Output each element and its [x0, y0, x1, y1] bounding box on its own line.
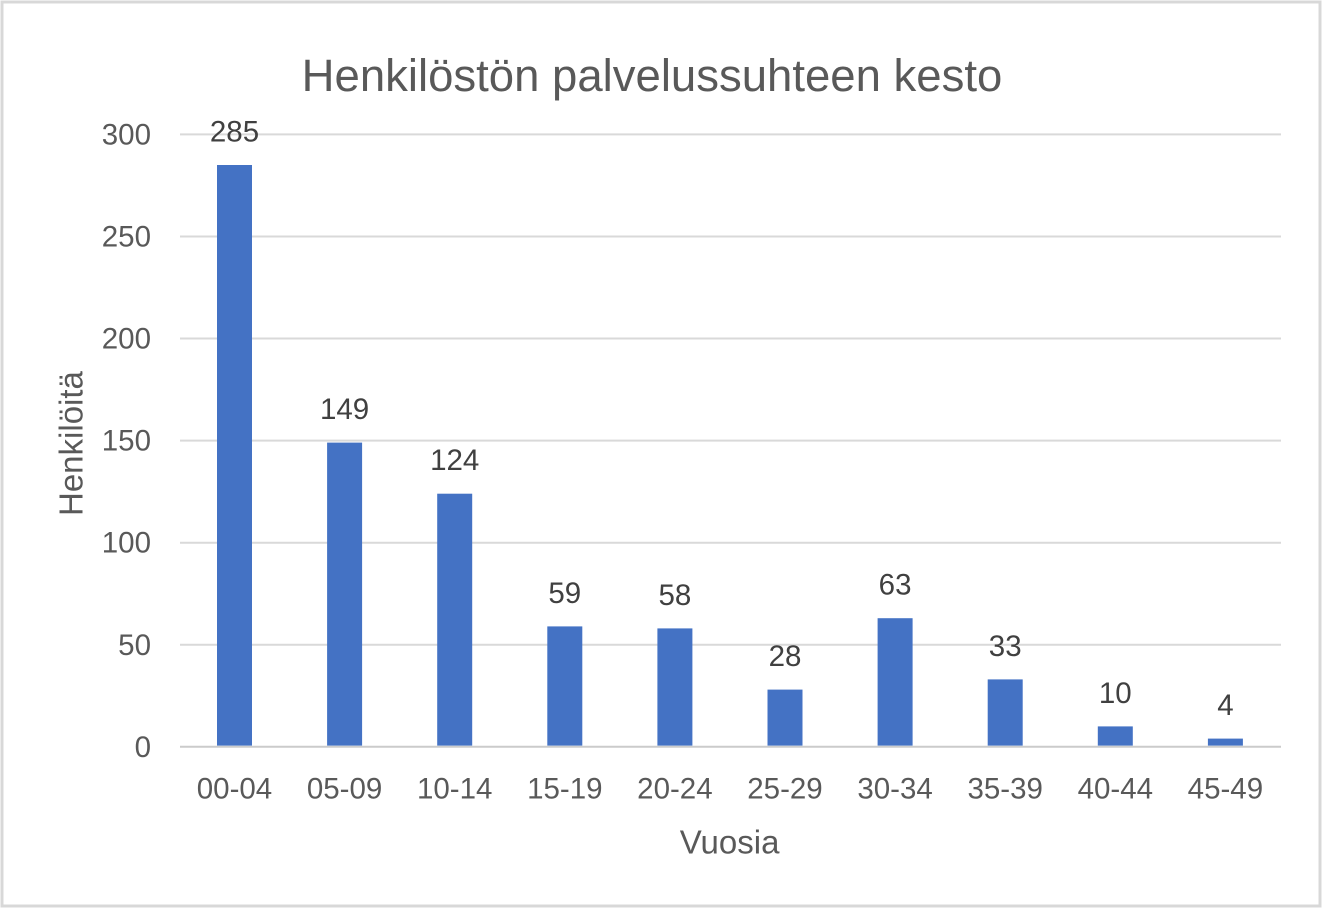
svg-text:00-04: 00-04	[197, 773, 272, 806]
svg-text:05-09: 05-09	[307, 773, 382, 806]
svg-text:124: 124	[430, 444, 479, 477]
svg-text:10-14: 10-14	[417, 773, 492, 806]
svg-text:0: 0	[135, 731, 151, 764]
svg-text:63: 63	[879, 569, 912, 602]
svg-text:33: 33	[989, 630, 1022, 663]
svg-text:100: 100	[102, 527, 151, 560]
svg-text:30-34: 30-34	[857, 773, 932, 806]
svg-text:250: 250	[102, 221, 151, 254]
svg-text:200: 200	[102, 323, 151, 356]
svg-text:59: 59	[548, 577, 581, 610]
svg-text:40-44: 40-44	[1078, 773, 1153, 806]
svg-text:300: 300	[102, 118, 151, 151]
svg-text:45-49: 45-49	[1188, 773, 1263, 806]
svg-text:25-29: 25-29	[747, 773, 822, 806]
svg-text:149: 149	[320, 393, 369, 426]
svg-text:Henkilöstön palvelussuhteen ke: Henkilöstön palvelussuhteen kesto	[302, 50, 1003, 101]
svg-text:Vuosia: Vuosia	[680, 823, 780, 860]
svg-text:15-19: 15-19	[527, 773, 602, 806]
svg-text:35-39: 35-39	[967, 773, 1042, 806]
svg-text:50: 50	[118, 629, 151, 662]
svg-text:58: 58	[658, 579, 691, 612]
svg-text:28: 28	[769, 640, 802, 673]
svg-text:20-24: 20-24	[637, 773, 712, 806]
svg-text:150: 150	[102, 425, 151, 458]
svg-text:4: 4	[1217, 689, 1233, 722]
svg-text:285: 285	[210, 116, 259, 149]
svg-text:10: 10	[1099, 677, 1132, 710]
svg-text:Henkilöitä: Henkilöitä	[53, 370, 90, 516]
